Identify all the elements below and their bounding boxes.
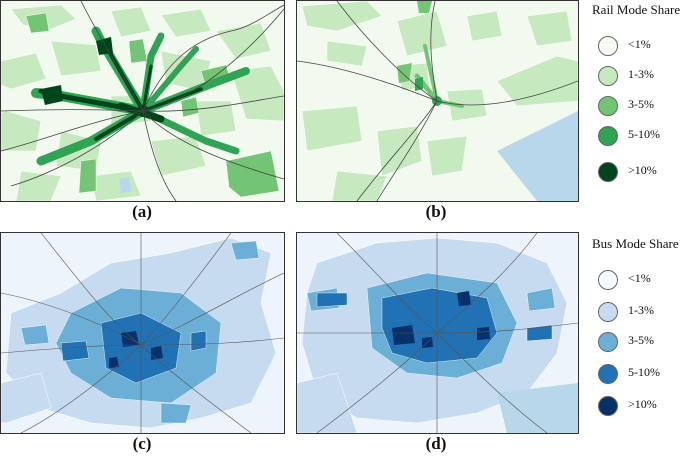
legend-title: Bus Mode Share	[592, 236, 679, 251]
bus-mode-share-legend: Bus Mode Share <1% 1-3% 3-5% 5-10% >10%	[592, 236, 685, 416]
legend-title: Rail Mode Share	[592, 2, 681, 17]
legend-label: 1-3%	[628, 303, 654, 317]
legend-swatch	[598, 96, 618, 116]
panel-caption-a: (a)	[132, 202, 152, 221]
legend-label: >10%	[628, 163, 657, 177]
bus-mode-share-map-d	[297, 233, 578, 433]
legend-label: <1%	[628, 37, 651, 51]
legend-swatch	[598, 396, 618, 416]
rail-mode-share-map-a	[1, 1, 284, 201]
legend-label: >10%	[628, 397, 657, 411]
legend-label: 3-5%	[628, 97, 654, 111]
legend-label: 5-10%	[628, 365, 660, 379]
panel-caption-c: (c)	[132, 434, 152, 453]
map-panel-b	[296, 0, 579, 202]
map-panel-c	[0, 232, 285, 434]
legend-swatch	[598, 364, 618, 384]
panel-caption-b: (b)	[425, 202, 447, 221]
map-panel-a	[0, 0, 285, 202]
legend-label: 3-5%	[628, 333, 654, 347]
bus-mode-share-map-c	[1, 233, 284, 433]
legend-swatch	[598, 36, 618, 56]
legend-swatch	[598, 270, 618, 290]
legend-swatch	[598, 162, 618, 182]
panel-caption-d: (d)	[425, 434, 447, 453]
legend-label: 5-10%	[628, 127, 660, 141]
rail-mode-share-legend: Rail Mode Share <1% 1-3% 3-5% 5-10% >10%	[592, 2, 685, 182]
legend-label: 1-3%	[628, 67, 654, 81]
rail-mode-share-map-b	[297, 1, 578, 201]
legend-swatch	[598, 332, 618, 352]
legend-swatch	[598, 302, 618, 322]
legend-label: <1%	[628, 271, 651, 285]
legend-swatch	[598, 66, 618, 86]
legend-swatch	[598, 126, 618, 146]
map-panel-d	[296, 232, 579, 434]
